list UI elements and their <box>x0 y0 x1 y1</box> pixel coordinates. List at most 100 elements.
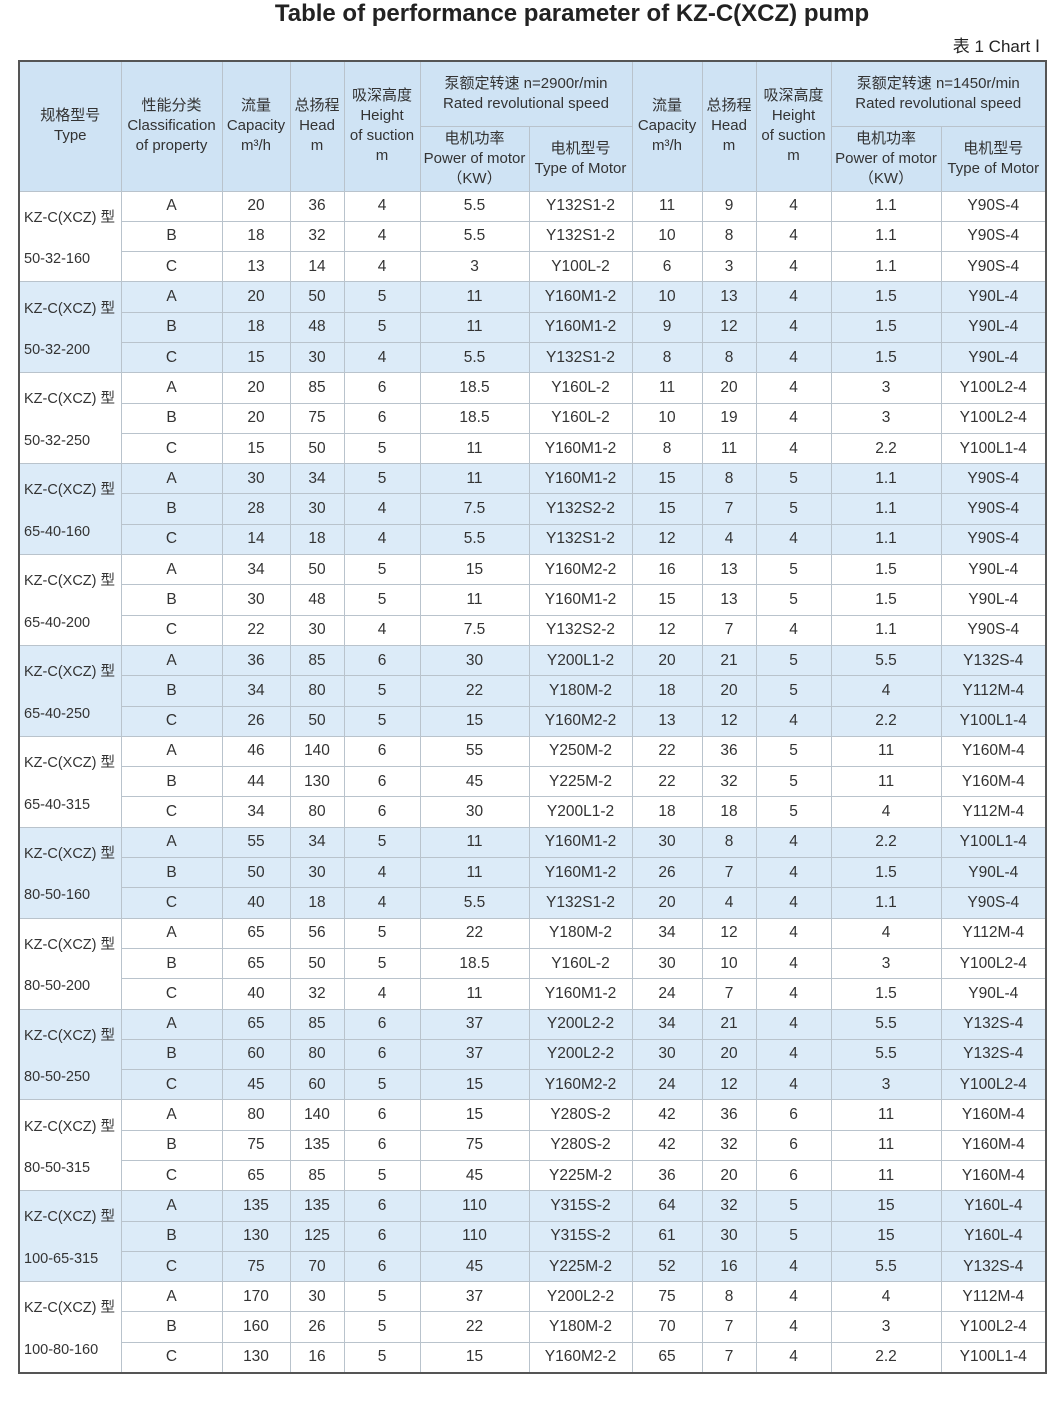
header-line: Head <box>299 117 335 135</box>
table-cell: 6 <box>755 1159 832 1192</box>
table-cell: 11 <box>830 735 942 768</box>
table-cell: 11 <box>631 190 703 222</box>
table-cell: Y160M1-2 <box>528 584 633 616</box>
table-cell: 11 <box>419 857 530 889</box>
table-cell: 130 <box>221 1341 291 1374</box>
table-cell: 5 <box>755 1190 832 1222</box>
table-row: C 15 50 5 11 Y160M1-2 8 11 4 2.2 Y100L1-4 <box>19 432 1047 465</box>
title: Table of performance parameter of KZ-C(X… <box>274 0 870 27</box>
table-cell: B <box>120 220 223 253</box>
model-wrap: KZ-C(XCZ) 型 80-50-315 <box>24 1102 120 1188</box>
model-cell: KZ-C(XCZ) 型 50-32-200 <box>18 281 122 374</box>
table-cell: 18 <box>701 796 757 828</box>
table-cell: 8 <box>631 432 703 465</box>
table-cell: 3 <box>830 947 942 980</box>
table-cell: 4 <box>701 523 757 556</box>
table-cell: 22 <box>419 675 530 707</box>
table-cell: 80 <box>221 1099 291 1131</box>
table-cell: 4 <box>755 1311 832 1343</box>
table-cell: 30 <box>631 947 703 980</box>
table-row: KZ-C(XCZ) 型 80-50-160 A 55 34 5 11 Y160M1-2 30 8 4… <box>18 826 1047 919</box>
table-cell: 7 <box>701 614 757 646</box>
table-cell: 34 <box>221 796 291 828</box>
table-row: C 34 80 6 30 Y200L1-2 18 18 5 4 Y112M-4 <box>19 796 1047 828</box>
table-cell: 8 <box>701 463 757 495</box>
table-cell: 26 <box>631 857 703 889</box>
table-cell: 4 <box>830 1281 942 1313</box>
table-cell: 1.5 <box>830 341 942 374</box>
table-cell: A <box>120 1281 223 1313</box>
table-cell: 4 <box>343 220 421 253</box>
table-row: C 65 85 5 45 Y225M-2 36 20 6 11 Y160M-4 <box>19 1159 1047 1192</box>
table-cell: 30 <box>419 644 530 677</box>
header-line: m <box>722 137 736 155</box>
table-cell: 5 <box>755 493 832 525</box>
table-cell: Y112M-4 <box>940 917 1047 949</box>
table-cell: A <box>120 372 223 404</box>
table-cell: 5 <box>343 947 421 980</box>
table-row: B 34 80 5 22 Y180M-2 18 20 5 4 Y112M-4 <box>19 675 1047 707</box>
table-cell: Y90L-4 <box>940 978 1047 1010</box>
table-cell: Y160M-4 <box>940 735 1047 768</box>
table-cell: 4 <box>755 220 832 253</box>
table-cell: 6 <box>343 1038 421 1071</box>
model-wrap: KZ-C(XCZ) 型 80-50-160 <box>24 830 120 916</box>
table-cell: 110 <box>419 1220 530 1252</box>
table-cell: 1.5 <box>830 311 942 343</box>
table-cell: 5 <box>343 1341 421 1374</box>
table-cell: Y132S-4 <box>940 1250 1047 1283</box>
header-line: m³/h <box>652 137 683 155</box>
table-cell: 5 <box>755 463 832 495</box>
table-cell: B <box>120 857 223 889</box>
table-cell: 36 <box>701 735 757 768</box>
table-cell: 30 <box>289 341 345 374</box>
header-line: Type of Motor <box>947 159 1040 177</box>
table-cell: 34 <box>221 675 291 707</box>
table-cell: 85 <box>289 644 345 677</box>
table-cell: 11 <box>830 1099 942 1131</box>
header-line: of property <box>135 137 208 155</box>
table-cell: 4 <box>755 190 832 222</box>
table-cell: 5 <box>343 554 421 586</box>
model-cell: KZ-C(XCZ) 型 100-80-160 <box>18 1281 122 1374</box>
table-cell: 6 <box>343 1099 421 1131</box>
table-cell: 45 <box>419 766 530 798</box>
table-cell: Y100L-2 <box>528 251 633 283</box>
table-cell: 4 <box>755 1008 832 1040</box>
header-line: of suction <box>761 127 826 145</box>
model-line: 80-50-200 <box>24 978 91 995</box>
table-cell: Y280S-2 <box>528 1099 633 1131</box>
table-cell: 5 <box>343 311 421 343</box>
table-cell: 1.1 <box>830 887 942 919</box>
table-cell: 11 <box>419 281 530 313</box>
table-cell: 1.5 <box>830 584 942 616</box>
table-cell: 3 <box>830 402 942 434</box>
table-cell: Y132S-4 <box>940 644 1047 677</box>
table-cell: 5 <box>755 675 832 707</box>
table-cell: 6 <box>343 402 421 434</box>
table-cell: 4 <box>343 857 421 889</box>
table-cell: 75 <box>631 1281 703 1313</box>
table-cell: 22 <box>419 1311 530 1343</box>
table-cell: 85 <box>289 1008 345 1040</box>
table-cell: Y90S-4 <box>940 190 1047 222</box>
table-cell: 1.1 <box>830 251 942 283</box>
table-cell: 13 <box>701 554 757 586</box>
table-cell: 37 <box>419 1038 530 1071</box>
table-row: KZ-C(XCZ) 型 50-32-200 A 20 50 5 11 Y160M1-2 10 13… <box>18 281 1047 374</box>
header-subrow: 电机功率 Power of motor （KW） 电机型号 Type of Motor 电… <box>19 125 1047 192</box>
table-cell: Y132S1-2 <box>528 341 633 374</box>
table-cell: 11 <box>830 766 942 798</box>
model-line: 50-32-250 <box>24 432 91 449</box>
table-row: C 26 50 5 15 Y160M2-2 13 12 4 2.2 Y100L1-4 <box>19 705 1047 737</box>
table-cell: 21 <box>701 644 757 677</box>
header-row: 规格型号 Type 性能分类 Classification of property 流量 C… <box>18 60 1047 192</box>
model-line: 100-65-315 <box>24 1250 99 1267</box>
model-wrap: KZ-C(XCZ) 型 50-32-200 <box>24 284 120 370</box>
table-cell: C <box>120 1159 223 1192</box>
table-cell: Y100L2-4 <box>940 947 1047 980</box>
table-cell: 52 <box>631 1250 703 1283</box>
table-cell: 2.2 <box>830 1341 942 1374</box>
table-cell: B <box>120 1129 223 1162</box>
table-cell: 130 <box>289 766 345 798</box>
